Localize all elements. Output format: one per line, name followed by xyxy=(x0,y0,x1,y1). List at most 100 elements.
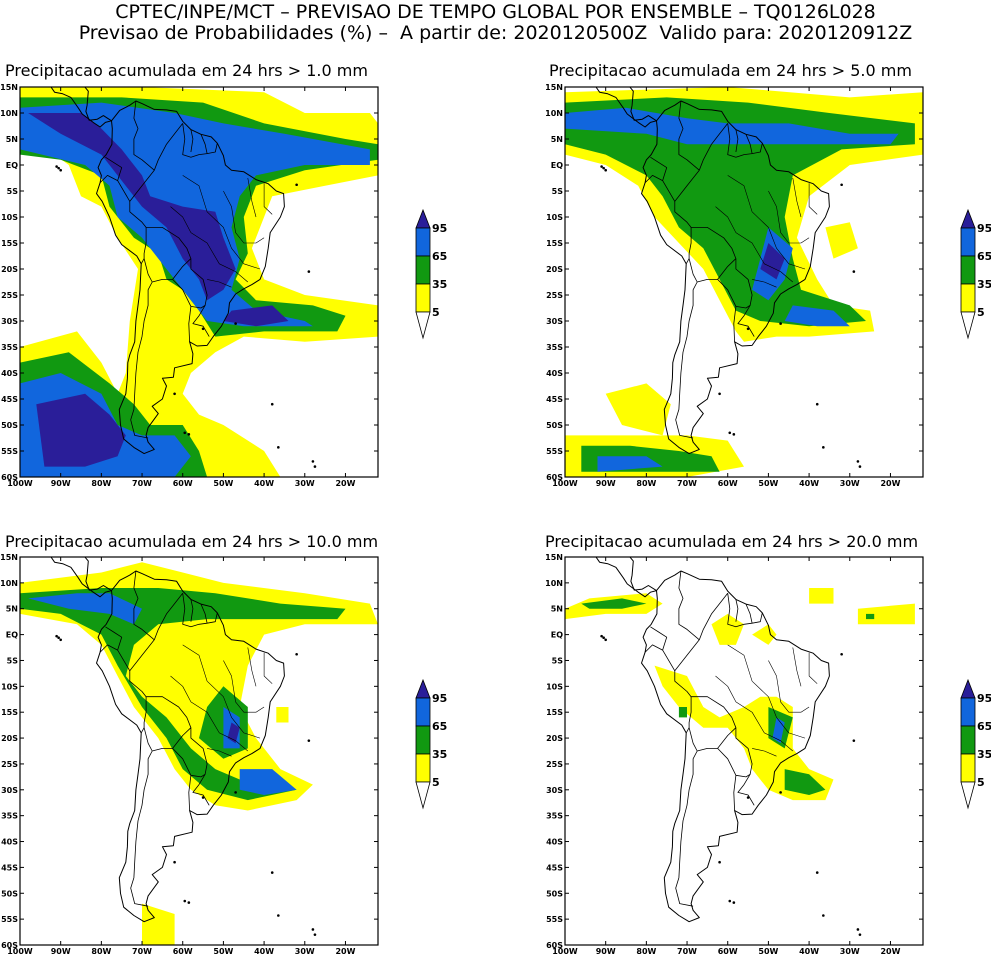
lon-tick-label: 90W xyxy=(596,479,616,488)
lat-tick-label: 15N xyxy=(545,83,563,92)
colorbar-level-label: 65 xyxy=(977,250,991,263)
colorbar-level-label: 5 xyxy=(432,306,440,319)
panel-2-title: Precipitacao acumulada em 24 hrs > 5.0 m… xyxy=(549,61,912,80)
colorbar-level-label: 65 xyxy=(977,720,991,733)
lat-tick-label: 60S xyxy=(1,473,18,482)
lon-tick-label: 30W xyxy=(840,479,860,488)
lat-tick-label: 50S xyxy=(1,889,18,898)
probability-field xyxy=(565,588,915,801)
lat-tick-label: 55S xyxy=(546,447,563,456)
lat-tick-label: 15N xyxy=(0,553,18,562)
lat-tick-label: EQ xyxy=(6,161,18,170)
lat-tick-label: 15N xyxy=(545,553,563,562)
lat-tick-label: 35S xyxy=(546,343,563,352)
lat-tick-label: 40S xyxy=(1,838,18,847)
coastline xyxy=(595,87,862,468)
colorbar-level-label: 65 xyxy=(432,720,447,733)
lat-tick-label: 10N xyxy=(0,579,18,588)
lon-tick-label: 100W xyxy=(552,479,578,488)
lat-tick-label: 30S xyxy=(546,317,563,326)
colorbar-level-label: 35 xyxy=(432,278,447,291)
lon-tick-label: 20W xyxy=(880,479,900,488)
lat-tick-label: 30S xyxy=(1,786,18,795)
colorbar-level-label: 35 xyxy=(977,748,991,761)
lat-tick-label: 10N xyxy=(0,109,18,118)
lon-tick-label: 90W xyxy=(51,479,71,488)
lat-tick-label: 15S xyxy=(1,239,18,248)
lon-tick-label: 40W xyxy=(799,947,819,956)
lat-tick-label: 5S xyxy=(7,656,19,665)
lat-tick-label: 60S xyxy=(546,941,563,950)
lat-tick-label: 40S xyxy=(1,369,18,378)
lon-tick-label: 60W xyxy=(173,479,193,488)
colorbar-level-label: 95 xyxy=(432,692,447,705)
lon-tick-label: 70W xyxy=(677,479,697,488)
lat-tick-label: 30S xyxy=(546,786,563,795)
colorbar-level-label: 5 xyxy=(977,776,985,789)
lat-tick-label: 10S xyxy=(1,213,18,222)
lat-tick-label: 55S xyxy=(1,447,18,456)
lon-tick-label: 30W xyxy=(295,479,315,488)
lat-tick-label: 20S xyxy=(1,734,18,743)
lat-tick-label: 45S xyxy=(546,863,563,872)
lat-tick-label: 60S xyxy=(546,473,563,482)
lat-tick-label: 25S xyxy=(546,760,563,769)
probability-field xyxy=(20,87,378,477)
coastline xyxy=(50,557,317,936)
colorbar-panel-3: 95 65 35 5 xyxy=(415,678,447,810)
lat-tick-label: 20S xyxy=(546,734,563,743)
lon-tick-label: 30W xyxy=(295,947,315,956)
lat-tick-label: 25S xyxy=(1,760,18,769)
map-panel-3: 15N 10N 5N EQ 5S 10S 15S 20S 25S 30S 35S 40S 45S 50S 5… xyxy=(0,553,379,956)
lon-tick-label: 70W xyxy=(132,947,152,956)
lat-tick-label: 10S xyxy=(546,682,563,691)
lat-tick-label: 10S xyxy=(1,682,18,691)
lon-tick-label: 100W xyxy=(552,947,578,956)
lon-tick-label: 80W xyxy=(91,479,111,488)
lon-tick-label: 50W xyxy=(758,947,778,956)
lat-tick-label: 45S xyxy=(546,395,563,404)
lon-tick-label: 20W xyxy=(880,947,900,956)
colorbar-level-label: 5 xyxy=(432,776,440,789)
panel-4-title: Precipitacao acumulada em 24 hrs > 20.0 … xyxy=(545,532,919,551)
lon-tick-label: 60W xyxy=(718,947,738,956)
probability-field xyxy=(565,87,923,477)
lat-tick-label: EQ xyxy=(6,631,18,640)
colorbar-level-label: 65 xyxy=(432,250,447,263)
lat-tick-label: 15N xyxy=(0,83,18,92)
lat-tick-label: 35S xyxy=(546,812,563,821)
coastline xyxy=(50,87,317,468)
lon-tick-label: 50W xyxy=(213,479,233,488)
lat-tick-label: 30S xyxy=(1,317,18,326)
colorbar-level-label: 95 xyxy=(432,222,447,235)
lat-tick-label: 35S xyxy=(1,812,18,821)
panel-3-title: Precipitacao acumulada em 24 hrs > 10.0 … xyxy=(5,532,379,551)
lon-tick-label: 50W xyxy=(213,947,233,956)
lat-tick-label: 45S xyxy=(1,863,18,872)
lat-tick-label: 50S xyxy=(546,889,563,898)
lat-tick-label: 55S xyxy=(1,915,18,924)
lat-tick-label: 20S xyxy=(1,265,18,274)
lon-tick-label: 20W xyxy=(335,947,355,956)
lon-tick-label: 80W xyxy=(636,947,656,956)
lat-tick-label: 5N xyxy=(6,135,18,144)
lat-tick-label: 15S xyxy=(546,708,563,717)
lat-tick-label: 60S xyxy=(1,941,18,950)
lon-tick-label: 40W xyxy=(254,479,274,488)
lat-tick-label: 50S xyxy=(1,421,18,430)
colorbar-level-label: 5 xyxy=(977,306,985,319)
colorbar-panel-1: 95 65 35 5 xyxy=(415,208,447,340)
colorbar-level-label: 95 xyxy=(977,222,991,235)
lat-tick-label: 5S xyxy=(7,187,19,196)
colorbar-level-label: 95 xyxy=(977,692,991,705)
lat-tick-label: 5N xyxy=(551,605,563,614)
main-subtitle: Previsao de Probabilidades (%) – A parti… xyxy=(78,22,913,44)
colorbar-level-label: 35 xyxy=(977,278,991,291)
main-title: CPTEC/INPE/MCT – PREVISAO DE TEMPO GLOBA… xyxy=(115,1,876,23)
lon-tick-label: 80W xyxy=(91,947,111,956)
lat-tick-label: 40S xyxy=(546,369,563,378)
lon-tick-label: 90W xyxy=(596,947,616,956)
lon-tick-label: 90W xyxy=(51,947,71,956)
lat-tick-label: 10N xyxy=(545,109,563,118)
lat-tick-label: 55S xyxy=(546,915,563,924)
